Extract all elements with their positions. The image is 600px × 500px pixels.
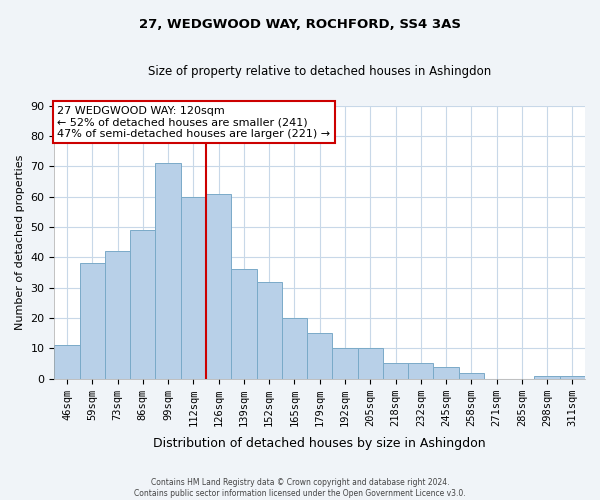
Bar: [181, 196, 206, 378]
Bar: [282, 318, 307, 378]
Bar: [458, 372, 484, 378]
Bar: [408, 364, 433, 378]
Bar: [332, 348, 358, 378]
Bar: [535, 376, 560, 378]
Text: 27, WEDGWOOD WAY, ROCHFORD, SS4 3AS: 27, WEDGWOOD WAY, ROCHFORD, SS4 3AS: [139, 18, 461, 30]
Text: 27 WEDGWOOD WAY: 120sqm
← 52% of detached houses are smaller (241)
47% of semi-d: 27 WEDGWOOD WAY: 120sqm ← 52% of detache…: [57, 106, 330, 139]
Y-axis label: Number of detached properties: Number of detached properties: [15, 154, 25, 330]
Bar: [55, 346, 80, 378]
Bar: [560, 376, 585, 378]
X-axis label: Distribution of detached houses by size in Ashingdon: Distribution of detached houses by size …: [154, 437, 486, 450]
Bar: [433, 366, 458, 378]
Text: Contains HM Land Registry data © Crown copyright and database right 2024.
Contai: Contains HM Land Registry data © Crown c…: [134, 478, 466, 498]
Bar: [80, 264, 105, 378]
Bar: [130, 230, 155, 378]
Bar: [105, 251, 130, 378]
Bar: [307, 333, 332, 378]
Title: Size of property relative to detached houses in Ashingdon: Size of property relative to detached ho…: [148, 65, 491, 78]
Bar: [358, 348, 383, 378]
Bar: [257, 282, 282, 378]
Bar: [155, 163, 181, 378]
Bar: [231, 270, 257, 378]
Bar: [206, 194, 231, 378]
Bar: [383, 364, 408, 378]
